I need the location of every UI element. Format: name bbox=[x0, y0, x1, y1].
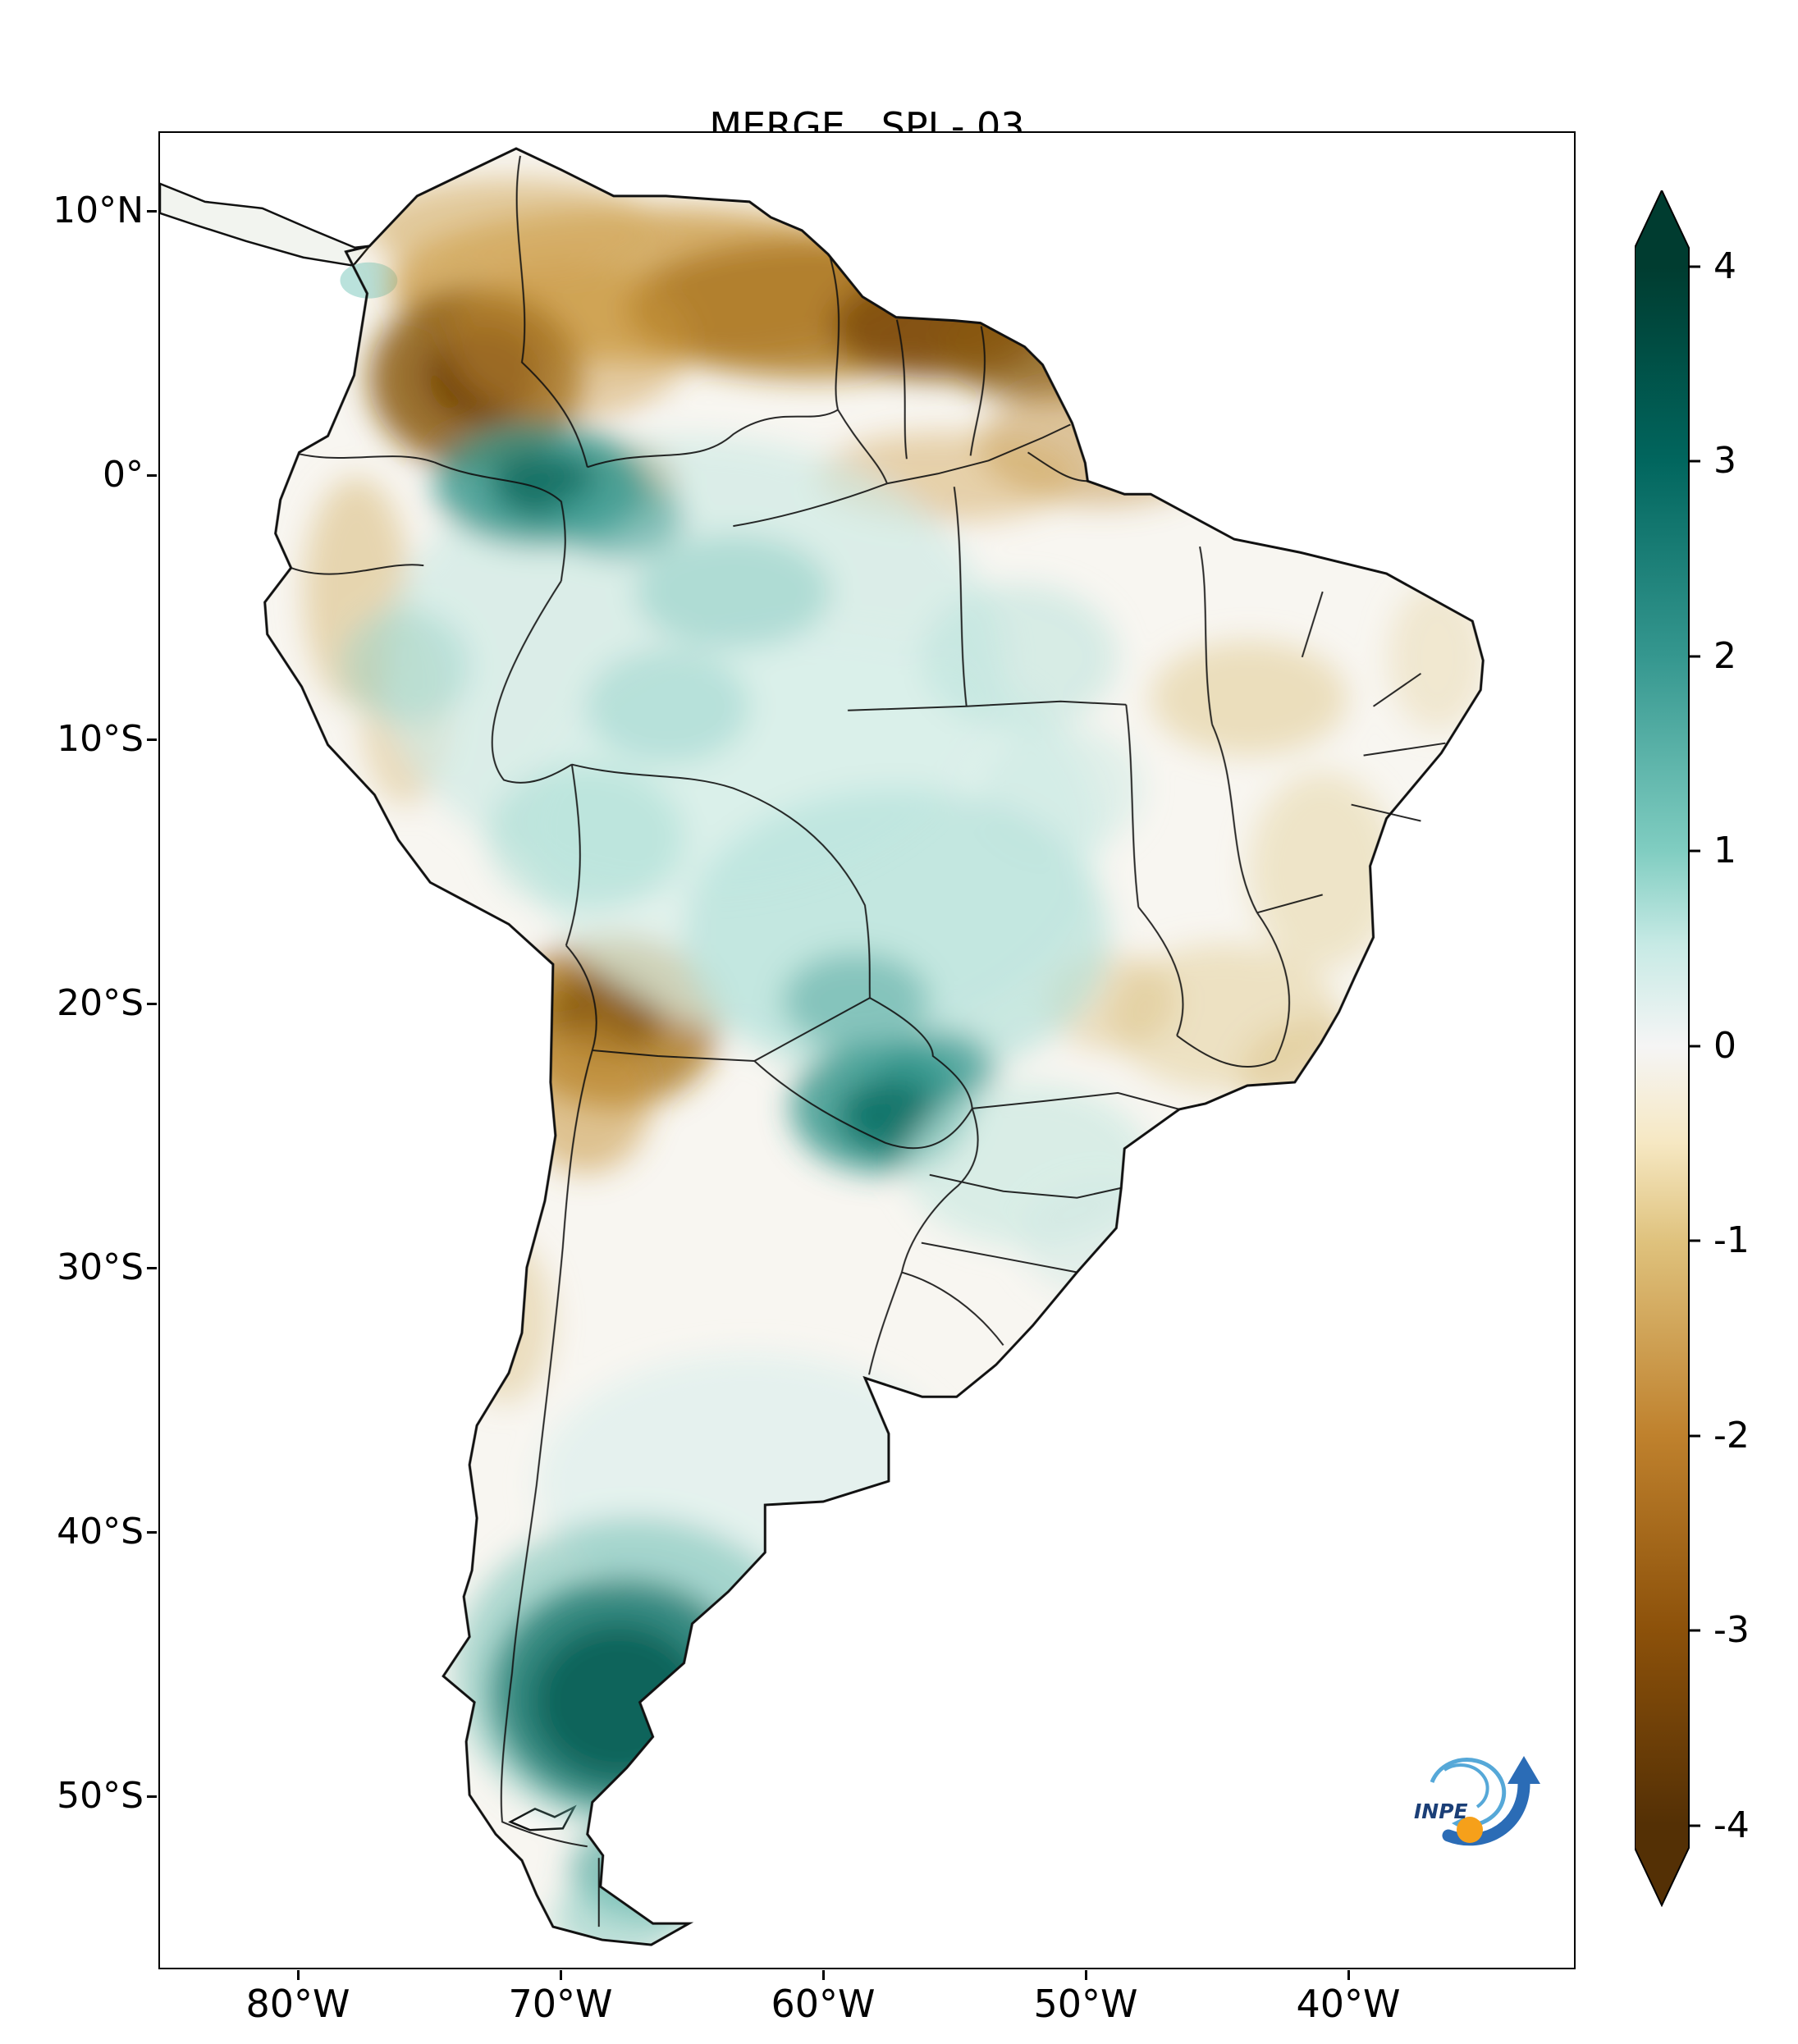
x-tick-label: 80°W bbox=[245, 1982, 350, 2026]
y-tickmark bbox=[147, 210, 157, 213]
south-america-map bbox=[160, 147, 1485, 1946]
y-tickmark bbox=[147, 1795, 157, 1798]
y-tick-label: 10°S bbox=[57, 718, 144, 760]
inpe-logo: INPE bbox=[1414, 1756, 1540, 1846]
y-tickmark bbox=[147, 474, 157, 477]
colorbar bbox=[1635, 190, 1700, 1907]
spi-anomaly-field bbox=[303, 177, 1484, 1946]
colorbar-tick-label: 2 bbox=[1713, 635, 1736, 677]
x-tickmark bbox=[822, 1970, 825, 1980]
coastline bbox=[263, 147, 1485, 1946]
colorbar-tick-label: 0 bbox=[1713, 1025, 1736, 1067]
colorbar-tick-label: 1 bbox=[1713, 830, 1736, 871]
y-tick-label: 50°S bbox=[57, 1775, 144, 1817]
y-tickmark bbox=[147, 1003, 157, 1005]
colorbar-tick-label: 4 bbox=[1713, 245, 1736, 287]
y-tick-label: 10°N bbox=[53, 190, 144, 231]
colorbar-tick-label: 3 bbox=[1713, 440, 1736, 482]
y-tick-label: 20°S bbox=[57, 982, 144, 1024]
colorbar-tick-label: -2 bbox=[1713, 1415, 1750, 1456]
colorbar-tick-label: -3 bbox=[1713, 1609, 1750, 1651]
inpe-logo-text: INPE bbox=[1414, 1799, 1468, 1823]
inpe-logo-swirl-icon bbox=[1430, 1756, 1540, 1846]
colorbar-band bbox=[1635, 190, 1690, 1907]
x-tick-label: 70°W bbox=[508, 1982, 613, 2026]
colorbar-tickmarks bbox=[1689, 265, 1700, 1827]
map-plot-area: INPE bbox=[158, 131, 1576, 1969]
y-tick-label: 30°S bbox=[57, 1246, 144, 1288]
x-tickmark bbox=[297, 1970, 300, 1980]
x-tick-label: 50°W bbox=[1033, 1982, 1138, 2026]
x-tickmark bbox=[1085, 1970, 1087, 1980]
y-tickmark bbox=[147, 1267, 157, 1269]
x-tick-label: 60°W bbox=[771, 1982, 876, 2026]
y-tick-label: 0° bbox=[103, 454, 144, 496]
political-borders bbox=[291, 155, 1446, 1927]
x-tickmark bbox=[560, 1970, 562, 1980]
y-tickmark bbox=[147, 1531, 157, 1534]
y-tickmark bbox=[147, 738, 157, 741]
y-tick-label: 40°S bbox=[57, 1511, 144, 1552]
x-tick-label: 40°W bbox=[1296, 1982, 1401, 2026]
colorbar-tick-label: -4 bbox=[1713, 1804, 1750, 1846]
x-tickmark bbox=[1347, 1970, 1350, 1980]
colorbar-tick-label: -1 bbox=[1713, 1219, 1750, 1261]
